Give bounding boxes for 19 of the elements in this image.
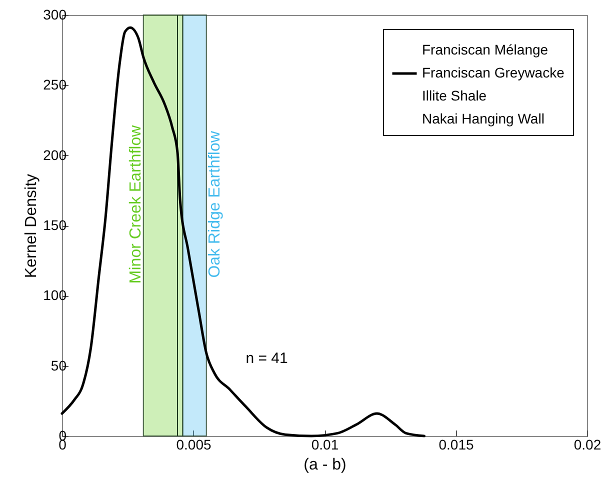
text: Franciscan Mélange — [422, 42, 548, 58]
band-label: Minor Creek Earthflow — [127, 124, 144, 284]
y-tick-label: 300 — [43, 6, 67, 22]
y-tick-label: 200 — [43, 146, 67, 163]
x-tick-label: 0.015 — [438, 436, 474, 452]
band-label: Oak Ridge Earthflow — [206, 130, 224, 278]
y-axis-title: Kernel Density — [23, 174, 40, 278]
y-tick-label: 100 — [43, 287, 67, 304]
text: Nakai Hanging Wall — [422, 110, 544, 126]
legend-label: Franciscan Greywacke — [422, 64, 565, 80]
x-axis-title: (a - b) — [304, 456, 346, 474]
x-tick-label: 0.01 — [311, 436, 339, 452]
y-tick-label: 150 — [43, 217, 67, 233]
annotation: n = 41 — [246, 350, 288, 368]
text: Illite Shale — [422, 88, 487, 104]
y-tick-label: 250 — [43, 76, 67, 93]
x-tick-label: 0.02 — [574, 436, 602, 452]
x-tick-label: 0.005 — [176, 436, 212, 452]
y-tick-label: 50 — [50, 357, 67, 374]
